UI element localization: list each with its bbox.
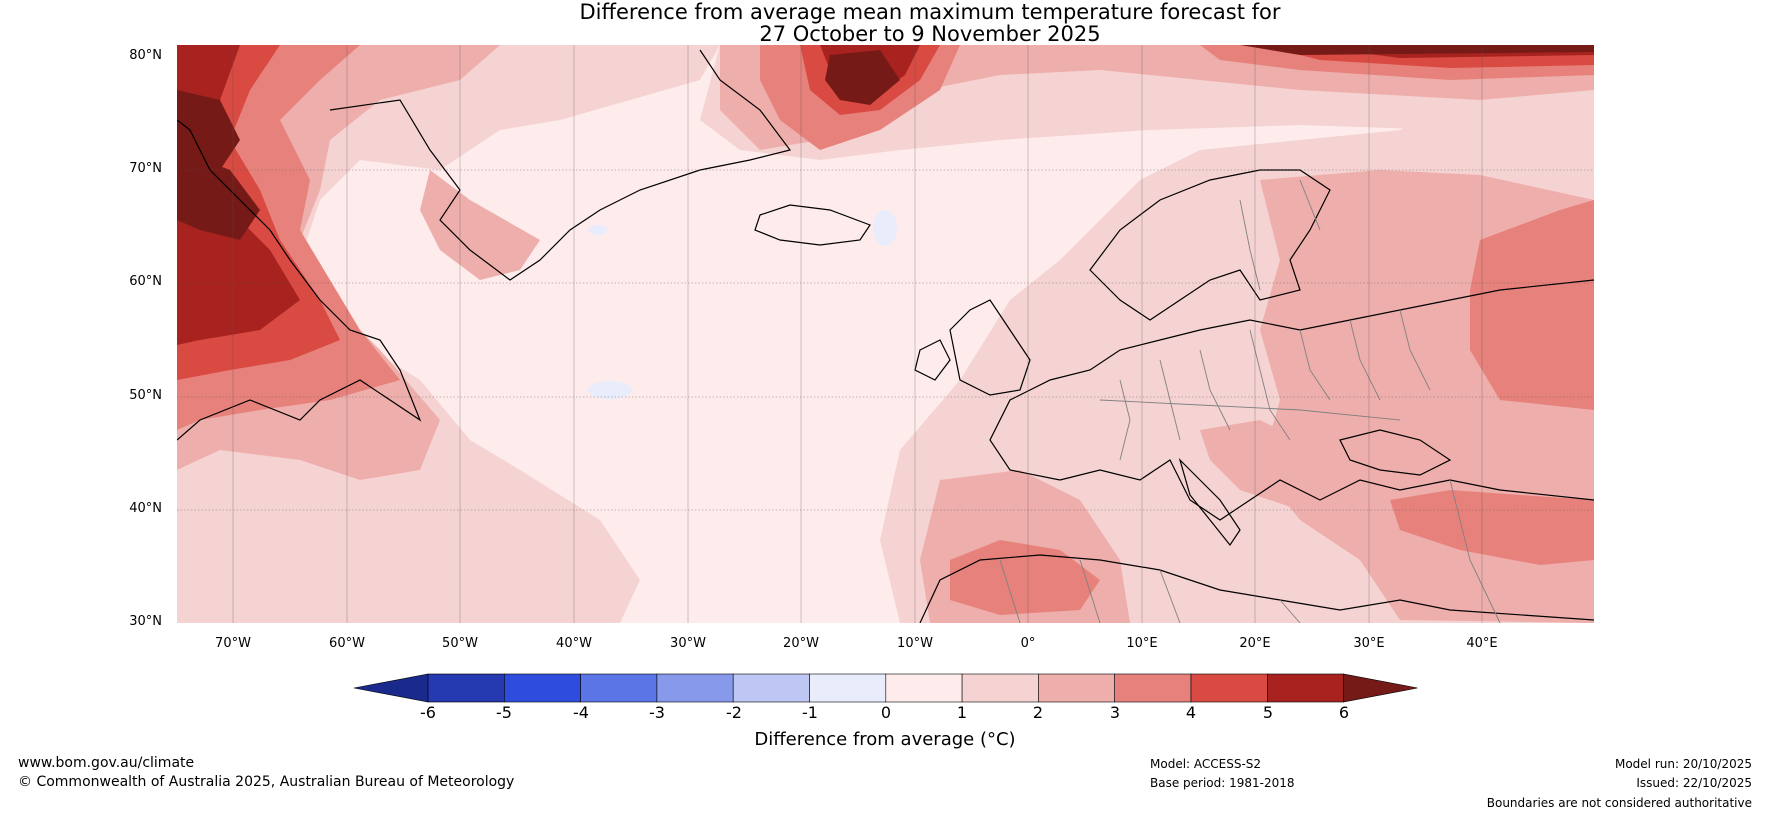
footer-model-run: Model run: 20/10/2025 — [1614, 757, 1752, 771]
lon-label-40w: 40°W — [556, 636, 592, 651]
anomaly-zone-3-4-turkey — [1390, 490, 1594, 565]
colorbar-segment — [503, 673, 581, 703]
footer-copyright: © Commonwealth of Australia 2025, Austra… — [18, 774, 515, 790]
lon-label-20w: 20°W — [783, 636, 819, 651]
colorbar-segment — [1267, 673, 1344, 703]
anomaly-patch-negative-iceland — [873, 210, 897, 246]
footer-issued: Issued: 22/10/2025 — [1636, 776, 1752, 790]
coastline-britain — [949, 299, 1031, 396]
colorbar-segment — [809, 673, 887, 703]
colorbar-label-minus1: -1 — [802, 703, 818, 722]
footer-model: Model: ACCESS-S2 — [1150, 757, 1262, 771]
colorbar-segment — [885, 673, 963, 703]
anomaly-zone-above-6-novaya — [1240, 45, 1594, 55]
colorbar — [353, 673, 1418, 703]
colorbar-label-2: 2 — [1032, 703, 1044, 722]
colorbar-segment — [961, 673, 1039, 703]
colorbar-label-3: 3 — [1109, 703, 1121, 722]
colorbar-label-5: 5 — [1262, 703, 1274, 722]
lon-label-10w: 10°W — [897, 636, 933, 651]
anomaly-zone-above-6-svalbard — [825, 50, 900, 105]
coastline-iceland — [754, 204, 871, 246]
coastline-canada — [177, 119, 422, 441]
chart-title-line2: 27 October to 9 November 2025 — [759, 22, 1101, 46]
anomaly-patch-negative-atlantic — [588, 381, 632, 399]
colorbar-label-minus5: -5 — [496, 703, 512, 722]
colorbar-label-1: 1 — [956, 703, 968, 722]
lon-label-30e: 30°E — [1353, 636, 1385, 651]
lon-label-30w: 30°W — [670, 636, 706, 651]
colorbar-segment — [1114, 673, 1192, 703]
colorbar-label-minus6: -6 — [420, 703, 436, 722]
colorbar-extend-high — [1343, 673, 1418, 703]
footer-website: www.bom.gov.au/climate — [18, 755, 195, 771]
coastline-italy — [1178, 457, 1241, 547]
lon-label-10e: 10°E — [1126, 636, 1158, 651]
colorbar-label-0: 0 — [880, 703, 892, 722]
colorbar-segment — [427, 673, 505, 703]
coastline-greenland — [329, 49, 792, 281]
colorbar-label-4: 4 — [1185, 703, 1197, 722]
lon-label-60w: 60°W — [329, 636, 365, 651]
coastline-mediterranean-north — [1059, 459, 1594, 521]
coastline-europe-mainland — [989, 279, 1594, 481]
colorbar-label-minus3: -3 — [649, 703, 665, 722]
coastline-north-africa — [919, 554, 1594, 623]
anomaly-zone-3-4-sahara — [950, 540, 1100, 615]
anomaly-zone-above-6-baffin-south — [177, 150, 260, 240]
lat-label-80n: 80°N — [129, 48, 162, 63]
coastlines — [177, 49, 1594, 623]
colorbar-title: Difference from average (°C) — [754, 729, 1016, 750]
lat-label-70n: 70°N — [129, 161, 162, 176]
lon-label-0: 0° — [1020, 636, 1036, 651]
colorbar-extend-low — [353, 673, 429, 703]
coastline-black-sea — [1339, 429, 1452, 476]
colorbar-label-minus4: -4 — [573, 703, 589, 722]
colorbar-segment — [732, 673, 810, 703]
colorbar-label-minus2: -2 — [726, 703, 742, 722]
graticule-meridians — [232, 45, 1483, 623]
colorbar-segment — [1190, 673, 1268, 703]
colorbar-label-6: 6 — [1338, 703, 1350, 722]
coastline-scandinavia — [1089, 169, 1331, 321]
anomaly-zone-2-3-greenland — [420, 170, 540, 280]
footer-base-period: Base period: 1981-2018 — [1150, 776, 1295, 790]
anomaly-patch-negative-greenland — [588, 225, 608, 235]
colorbar-segment — [1038, 673, 1116, 703]
lat-label-40n: 40°N — [129, 501, 162, 516]
lon-label-40e: 40°E — [1466, 636, 1498, 651]
lon-label-70w: 70°W — [215, 636, 251, 651]
lat-label-60n: 60°N — [129, 274, 162, 289]
lon-label-50w: 50°W — [442, 636, 478, 651]
chart-title-line1: Difference from average mean maximum tem… — [579, 0, 1281, 24]
lat-label-50n: 50°N — [129, 388, 162, 403]
lat-label-30n: 30°N — [129, 614, 162, 629]
colorbar-segment — [656, 673, 734, 703]
anomaly-zone-3-4-east — [1470, 200, 1594, 410]
coastline-ireland — [914, 339, 951, 381]
lon-label-20e: 20°E — [1239, 636, 1271, 651]
colorbar-segment — [580, 673, 658, 703]
footer-disclaimer: Boundaries are not considered authoritat… — [1486, 796, 1752, 810]
graticule-parallels — [177, 169, 1594, 511]
